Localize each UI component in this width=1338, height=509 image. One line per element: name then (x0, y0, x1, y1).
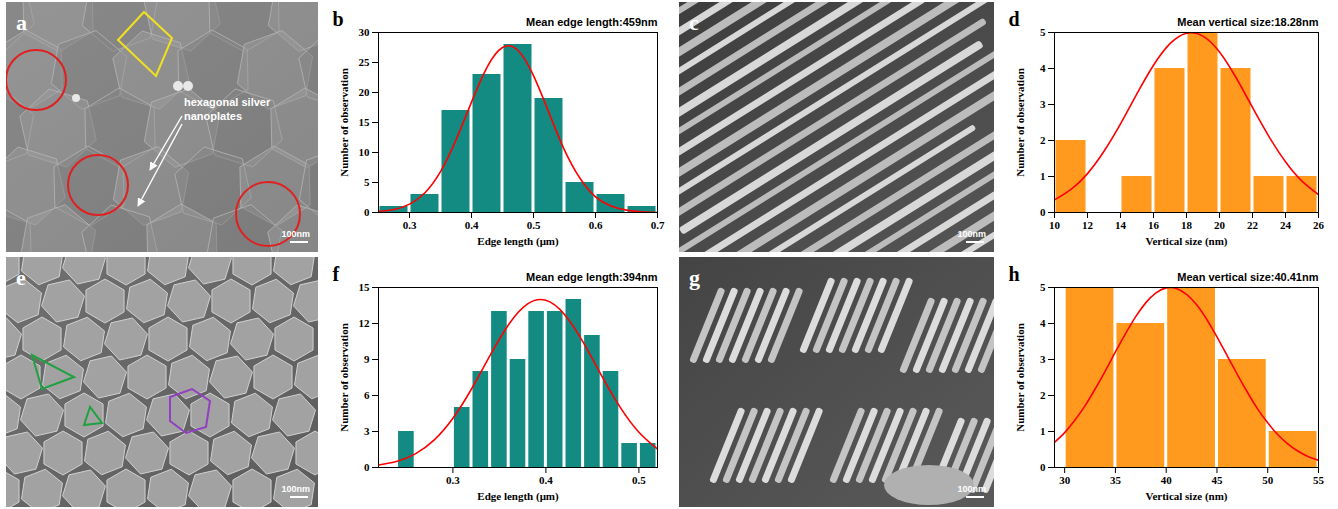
svg-text:15: 15 (359, 116, 371, 128)
svg-text:10: 10 (1049, 219, 1061, 231)
svg-text:0.5: 0.5 (632, 474, 646, 486)
svg-text:35: 35 (1110, 474, 1122, 486)
svg-text:100nm: 100nm (281, 484, 310, 494)
svg-text:Vertical size (nm): Vertical size (nm) (1145, 235, 1227, 248)
svg-text:2: 2 (1040, 389, 1046, 401)
svg-text:d: d (1009, 8, 1020, 30)
svg-text:18: 18 (1181, 219, 1193, 231)
svg-text:25: 25 (359, 56, 371, 68)
svg-text:0.3: 0.3 (403, 219, 417, 231)
svg-text:0: 0 (364, 206, 370, 218)
svg-text:9: 9 (364, 353, 370, 365)
svg-text:Edge length (μm): Edge length (μm) (477, 490, 559, 503)
svg-text:0.7: 0.7 (651, 219, 665, 231)
svg-text:0.4: 0.4 (465, 219, 479, 231)
svg-text:40: 40 (1161, 474, 1173, 486)
svg-text:4: 4 (1040, 62, 1046, 74)
svg-text:16: 16 (1148, 219, 1160, 231)
svg-text:24: 24 (1280, 219, 1292, 231)
svg-text:1: 1 (1040, 170, 1046, 182)
svg-text:h: h (1009, 263, 1020, 285)
svg-text:hexagonal silvernanoplates: hexagonal silvernanoplates (184, 96, 271, 122)
svg-text:3: 3 (1040, 98, 1046, 110)
svg-text:26: 26 (1313, 219, 1325, 231)
svg-text:Number of observation: Number of observation (1014, 323, 1026, 432)
svg-text:0: 0 (1040, 461, 1046, 473)
svg-text:6: 6 (364, 389, 370, 401)
svg-text:0.6: 0.6 (589, 219, 603, 231)
svg-text:g: g (689, 265, 700, 290)
svg-text:0: 0 (1040, 206, 1046, 218)
svg-text:4: 4 (1040, 317, 1046, 329)
svg-text:c: c (689, 10, 699, 35)
svg-text:0.4: 0.4 (539, 474, 553, 486)
svg-text:Number of observation: Number of observation (338, 68, 350, 177)
svg-text:5: 5 (364, 176, 370, 188)
svg-text:e: e (16, 265, 26, 290)
svg-text:5: 5 (1040, 26, 1046, 38)
svg-text:45: 45 (1211, 474, 1223, 486)
svg-text:Edge length (μm): Edge length (μm) (477, 235, 559, 248)
svg-text:Mean vertical size:40.41nm: Mean vertical size:40.41nm (1177, 271, 1318, 283)
svg-text:10: 10 (359, 146, 371, 158)
svg-text:100nm: 100nm (281, 229, 310, 239)
svg-text:Number of observation: Number of observation (1014, 68, 1026, 177)
svg-text:22: 22 (1247, 219, 1259, 231)
svg-text:14: 14 (1115, 219, 1127, 231)
svg-text:0.3: 0.3 (446, 474, 460, 486)
svg-text:55: 55 (1313, 474, 1325, 486)
svg-text:0.5: 0.5 (527, 219, 541, 231)
svg-text:20: 20 (359, 86, 371, 98)
svg-text:30: 30 (359, 26, 371, 38)
svg-text:Number of observation: Number of observation (338, 323, 350, 432)
svg-text:20: 20 (1214, 219, 1226, 231)
svg-text:Mean edge length:459nm: Mean edge length:459nm (526, 16, 658, 28)
svg-text:Mean edge length:394nm: Mean edge length:394nm (526, 271, 658, 283)
svg-text:3: 3 (364, 425, 370, 437)
svg-text:5: 5 (1040, 281, 1046, 293)
svg-text:12: 12 (359, 317, 371, 329)
svg-text:f: f (333, 263, 340, 285)
svg-text:0: 0 (364, 461, 370, 473)
svg-text:Vertical size (nm): Vertical size (nm) (1145, 490, 1227, 503)
svg-text:15: 15 (359, 281, 371, 293)
svg-text:2: 2 (1040, 134, 1046, 146)
svg-text:b: b (333, 8, 344, 30)
svg-text:100nm: 100nm (957, 229, 986, 239)
svg-text:a: a (16, 10, 27, 35)
svg-text:12: 12 (1082, 219, 1094, 231)
svg-text:30: 30 (1059, 474, 1071, 486)
svg-text:50: 50 (1262, 474, 1274, 486)
svg-text:1: 1 (1040, 425, 1046, 437)
svg-text:100nm: 100nm (957, 484, 986, 494)
svg-text:Mean vertical size:18.28nm: Mean vertical size:18.28nm (1177, 16, 1318, 28)
svg-text:3: 3 (1040, 353, 1046, 365)
